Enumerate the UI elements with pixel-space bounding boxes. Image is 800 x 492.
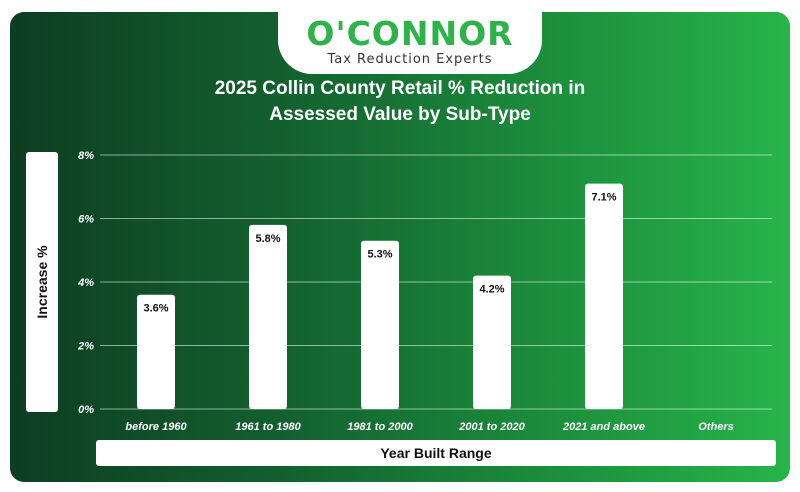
chart-card: O'CONNOR Tax Reduction Experts 2025 Coll… bbox=[10, 12, 790, 482]
x-tick-label: Others bbox=[698, 421, 733, 433]
x-axis-label: Year Built Range bbox=[96, 440, 776, 466]
data-label: 4.2% bbox=[479, 284, 504, 296]
bar-chart: 0% 2% 4% 6% 8% 3.6% before 1960 5.8% 1961 to 198… bbox=[77, 150, 772, 433]
logo-tagline: Tax Reduction Experts bbox=[327, 52, 493, 67]
y-axis-label-box: Increase % bbox=[26, 152, 58, 412]
bar bbox=[585, 183, 623, 409]
data-label: 7.1% bbox=[591, 192, 616, 204]
bar bbox=[249, 224, 287, 409]
x-tick-label: 1981 to 2000 bbox=[347, 421, 413, 433]
bar bbox=[473, 275, 511, 409]
y-tick-label: 2% bbox=[77, 341, 94, 353]
chart-title-line-1: 2025 Collin County Retail % Reduction in bbox=[214, 78, 586, 99]
data-label: 5.8% bbox=[255, 233, 280, 245]
y-tick-label: 6% bbox=[78, 214, 94, 226]
bar bbox=[137, 294, 175, 409]
logo-wordmark: O'CONNOR bbox=[306, 14, 514, 53]
y-tick-label: 4% bbox=[77, 277, 94, 289]
logo: O'CONNOR Tax Reduction Experts bbox=[278, 12, 542, 74]
x-tick-label: 2001 to 2020 bbox=[458, 421, 525, 433]
x-tick-label: 1961 to 1980 bbox=[235, 421, 301, 433]
chart-title: 2025 Collin County Retail % Reduction in… bbox=[10, 76, 790, 128]
data-label: 3.6% bbox=[143, 303, 168, 315]
bar bbox=[361, 240, 399, 409]
chart-title-line-2: Assessed Value by Sub-Type bbox=[269, 104, 531, 125]
y-tick-label: 8% bbox=[78, 150, 94, 162]
data-label: 5.3% bbox=[367, 249, 392, 261]
x-tick-label: 2021 and above bbox=[562, 421, 645, 433]
y-tick-label: 0% bbox=[78, 404, 94, 416]
x-tick-label: before 1960 bbox=[125, 421, 187, 433]
